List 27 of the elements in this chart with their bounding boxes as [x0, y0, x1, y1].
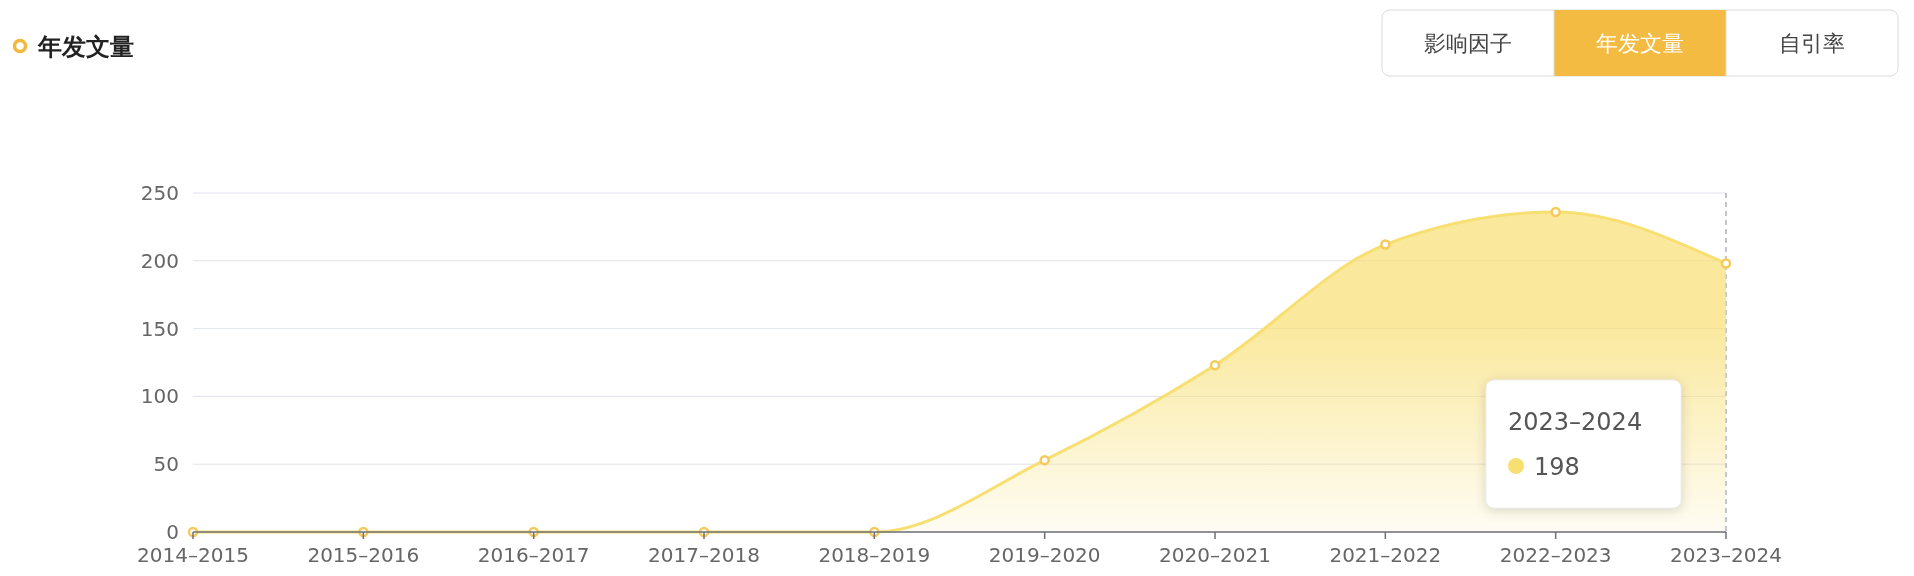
x-tick-label: 2021–2022	[1329, 543, 1442, 567]
x-tick-label: 2022–2023	[1499, 543, 1612, 567]
y-tick-label: 250	[140, 181, 179, 205]
x-tick-label: 2023–2024	[1670, 543, 1782, 567]
point	[1209, 359, 1221, 371]
x-tick-label: 2017–2018	[648, 543, 760, 567]
point	[1550, 206, 1561, 218]
chart-title: 年发文量	[37, 33, 134, 61]
y-tick-label: 100	[140, 384, 179, 409]
x-tick-label: 2015–2016	[307, 543, 420, 567]
x-tick-label: 2019–2020	[988, 543, 1101, 567]
x-tick-label: 2014–2015	[137, 543, 249, 567]
text: 自引率	[1779, 31, 1845, 56]
x-tick-label: 2016–2017	[477, 543, 590, 567]
point	[1380, 239, 1391, 250]
y-tick-label: 150	[140, 316, 179, 341]
text: 影响因子	[1424, 31, 1512, 56]
y-tick-label: 200	[140, 248, 179, 273]
x-tick-label: 2020–2021	[1159, 543, 1271, 567]
point	[1039, 454, 1050, 466]
point	[1720, 258, 1732, 269]
annotation: 2023–2024	[1508, 408, 1643, 436]
y-tick-label: 50	[153, 452, 179, 477]
annotation: 198	[1534, 453, 1580, 481]
x-tick-label: 2018–2019	[818, 543, 931, 567]
y-tick-label: 0	[166, 520, 179, 544]
text: 年发文量	[1596, 31, 1684, 56]
